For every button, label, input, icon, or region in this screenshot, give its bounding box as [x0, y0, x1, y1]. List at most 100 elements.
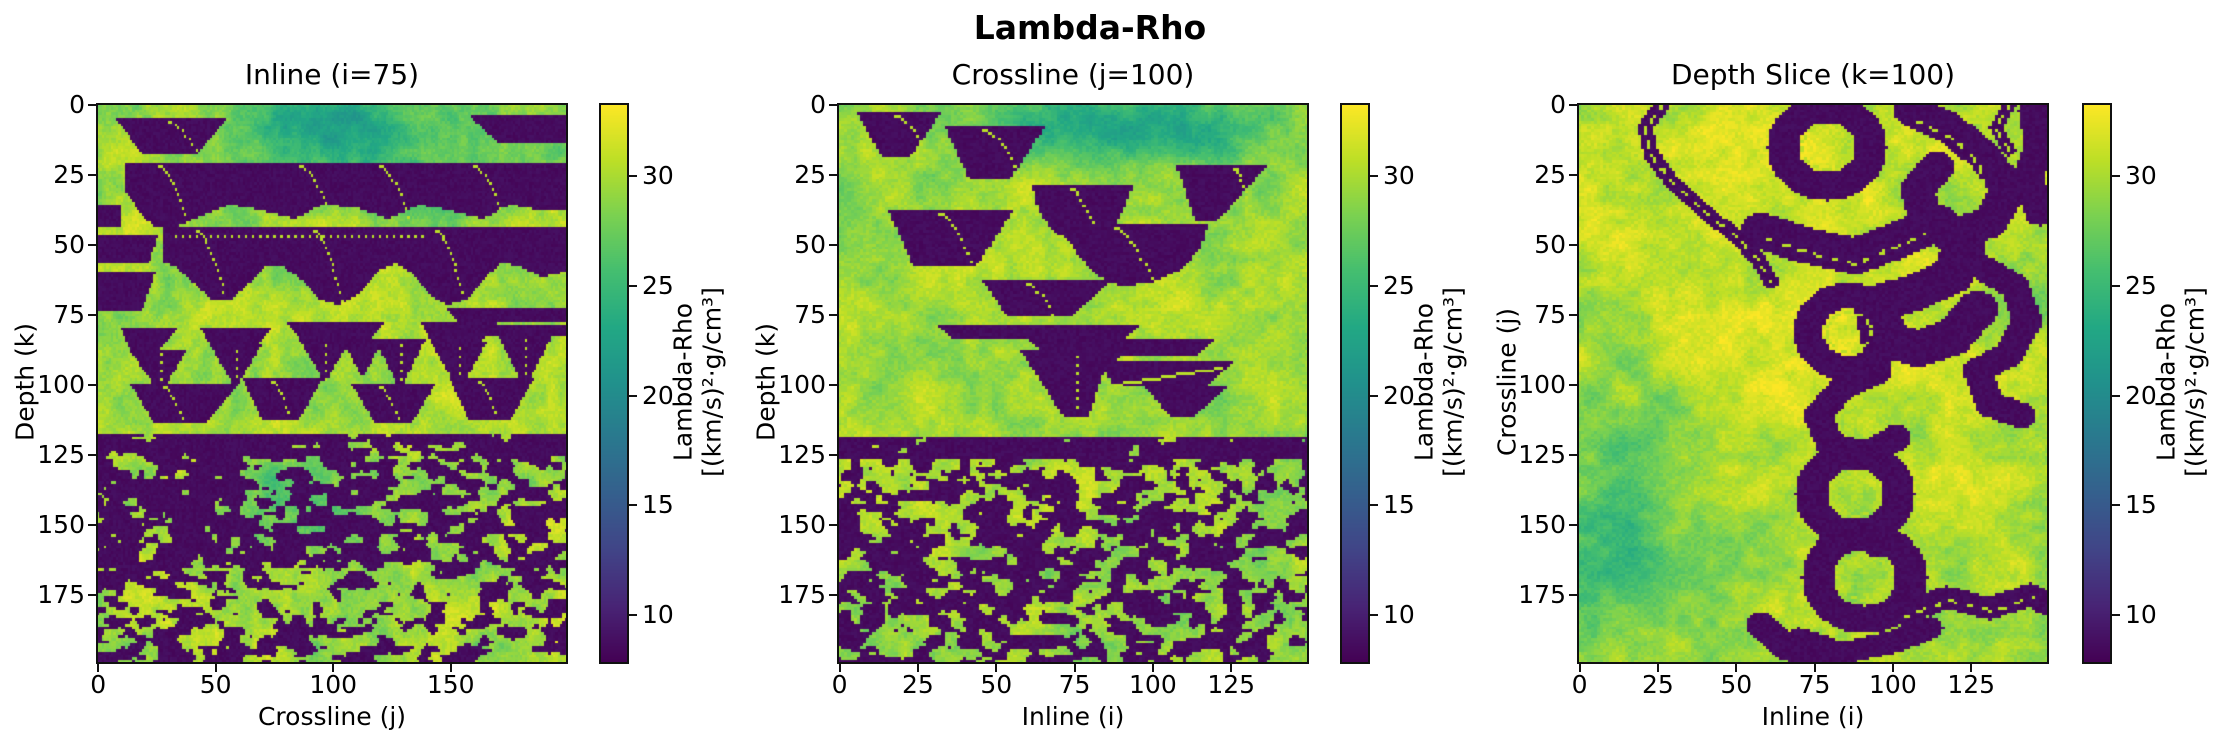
x-tick-label: 0	[90, 670, 107, 699]
x-tick-label: 125	[1947, 670, 1996, 699]
colorbar-tick-mark	[1370, 504, 1378, 507]
x-tick-mark	[332, 664, 335, 672]
x-tick-mark	[1230, 664, 1233, 672]
colorbar-tick-mark	[629, 284, 637, 287]
y-tick-label: 150	[37, 509, 85, 539]
y-tick-mark	[829, 453, 837, 456]
y-tick-label: 175	[37, 579, 85, 609]
colorbar-tick-label: 30	[2125, 161, 2157, 191]
y-tick-mark	[1569, 314, 1577, 317]
colorbar	[2082, 103, 2112, 664]
subplot-title: Depth Slice (k=100)	[1670, 58, 1955, 91]
y-tick-label: 0	[810, 90, 826, 120]
x-tick-mark	[97, 664, 100, 672]
y-tick-label: 100	[778, 369, 826, 399]
heatmap-crossline-slice	[837, 103, 1309, 664]
y-tick-mark	[829, 383, 837, 386]
y-tick-label: 100	[1518, 369, 1566, 399]
heatmap-depth-slice	[1577, 103, 2049, 664]
x-tick-label: 100	[1869, 670, 1917, 699]
x-tick-mark	[838, 664, 841, 672]
colorbar-tick-label: 15	[642, 490, 674, 520]
x-tick-label: 125	[1207, 670, 1256, 699]
y-tick-mark	[88, 314, 96, 317]
colorbar-tick-label: 25	[642, 270, 674, 300]
colorbar-tick-label: 10	[2125, 599, 2157, 629]
x-tick-mark	[1656, 664, 1659, 672]
y-tick-label: 175	[778, 579, 826, 609]
y-tick-label: 75	[53, 300, 85, 330]
colorbar	[1340, 103, 1370, 664]
y-tick-mark	[1569, 523, 1577, 526]
x-tick-mark	[1813, 664, 1816, 672]
y-tick-label: 75	[794, 300, 826, 330]
y-tick-mark	[88, 453, 96, 456]
y-tick-label: 50	[794, 230, 826, 260]
y-tick-mark	[1569, 453, 1577, 456]
y-tick-label: 0	[1550, 90, 1566, 120]
colorbar-tick-mark	[1370, 175, 1378, 178]
y-tick-label: 25	[1534, 160, 1566, 190]
y-tick-mark	[829, 244, 837, 247]
x-tick-label: 50	[980, 670, 1013, 699]
colorbar-tick-label: 15	[1383, 490, 1415, 520]
x-tick-mark	[1578, 664, 1581, 672]
colorbar-tick-label: 10	[1383, 599, 1415, 629]
y-tick-mark	[1569, 244, 1577, 247]
colorbar-tick-mark	[1370, 284, 1378, 287]
colorbar-tick-mark	[629, 613, 637, 616]
x-tick-label: 100	[309, 670, 358, 699]
y-tick-mark	[88, 383, 96, 386]
y-tick-mark	[829, 593, 837, 596]
y-tick-mark	[829, 104, 837, 107]
y-tick-label: 125	[778, 439, 826, 469]
colorbar-tick-mark	[629, 504, 637, 507]
colorbar-tick-label: 20	[642, 380, 674, 410]
y-tick-label: 150	[1518, 509, 1566, 539]
colorbar	[599, 103, 629, 664]
colorbar-tick-mark	[1370, 394, 1378, 397]
y-tick-mark	[1569, 174, 1577, 177]
subplot-title: Inline (i=75)	[244, 58, 420, 91]
colorbar-tick-mark	[2112, 394, 2120, 397]
colorbar-tick-label: 25	[1383, 270, 1415, 300]
x-tick-label: 25	[901, 670, 934, 699]
x-tick-label: 50	[1720, 670, 1753, 699]
heatmap-inline-slice	[96, 103, 568, 664]
x-tick-mark	[916, 664, 919, 672]
y-tick-mark	[829, 314, 837, 317]
colorbar-tick-label: 15	[2125, 490, 2157, 520]
subplot-title: Crossline (j=100)	[951, 58, 1195, 91]
y-tick-mark	[88, 593, 96, 596]
colorbar-tick-mark	[1370, 613, 1378, 616]
x-tick-mark	[214, 664, 217, 672]
x-tick-mark	[449, 664, 452, 672]
x-tick-label: 75	[1798, 670, 1831, 699]
x-tick-label: 150	[426, 670, 475, 699]
y-tick-label: 50	[53, 230, 85, 260]
x-tick-mark	[1970, 664, 1973, 672]
y-tick-mark	[1569, 104, 1577, 107]
colorbar-tick-label: 20	[1383, 380, 1415, 410]
y-tick-mark	[88, 523, 96, 526]
x-tick-label: 75	[1058, 670, 1091, 699]
x-tick-mark	[1151, 664, 1154, 672]
x-tick-mark	[1073, 664, 1076, 672]
x-axis-label: Inline (i)	[1021, 702, 1125, 731]
x-tick-mark	[1735, 664, 1738, 672]
x-tick-label: 25	[1641, 670, 1674, 699]
colorbar-tick-mark	[2112, 284, 2120, 287]
y-tick-label: 0	[69, 90, 85, 120]
y-tick-mark	[1569, 383, 1577, 386]
x-tick-label: 50	[199, 670, 232, 699]
x-tick-label: 0	[831, 670, 848, 699]
x-tick-mark	[995, 664, 998, 672]
y-tick-mark	[88, 244, 96, 247]
colorbar-tick-label: 30	[642, 161, 674, 191]
y-tick-label: 125	[1518, 439, 1566, 469]
figure-title: Lambda-Rho	[973, 8, 1207, 47]
y-tick-label: 50	[1534, 230, 1566, 260]
y-tick-label: 25	[794, 160, 826, 190]
x-axis-label: Crossline (j)	[257, 702, 407, 731]
